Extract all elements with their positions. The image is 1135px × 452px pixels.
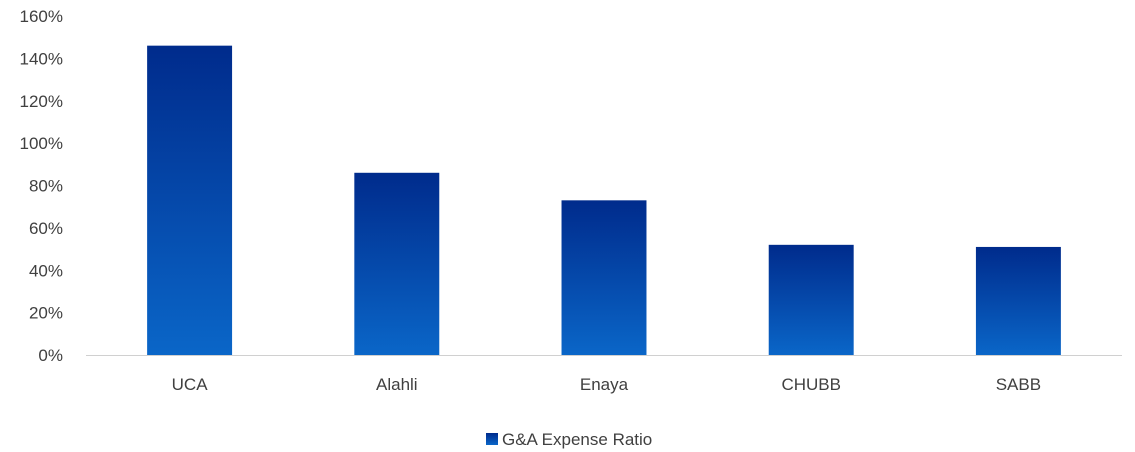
x-tick-label: CHUBB [781,375,841,394]
bar-chubb [768,244,854,355]
y-tick-label: 60% [29,219,63,238]
bar-alahli [354,172,440,355]
y-tick-label: 140% [20,49,63,68]
y-tick-label: 0% [38,346,63,365]
x-tick-label: UCA [172,375,209,394]
y-tick-label: 80% [29,177,63,196]
x-tick-label: Enaya [580,375,629,394]
y-axis-tick-labels: 0% 20% 40% 60% 80% 100% 120% 140% 160% [20,7,63,365]
y-tick-label: 100% [20,134,63,153]
y-tick-label: 20% [29,304,63,323]
y-tick-label: 40% [29,261,63,280]
legend: G&A Expense Ratio [486,430,652,449]
x-tick-label: SABB [996,375,1041,394]
y-tick-label: 160% [20,7,63,26]
bar-sabb [975,246,1061,355]
x-tick-label: Alahli [376,375,418,394]
legend-swatch [486,433,498,445]
legend-label: G&A Expense Ratio [502,430,652,449]
bars [147,45,1061,355]
bar-enaya [561,200,647,355]
y-tick-label: 120% [20,92,63,111]
x-axis-tick-labels: UCA Alahli Enaya CHUBB SABB [172,375,1041,394]
bar-uca [147,45,233,355]
